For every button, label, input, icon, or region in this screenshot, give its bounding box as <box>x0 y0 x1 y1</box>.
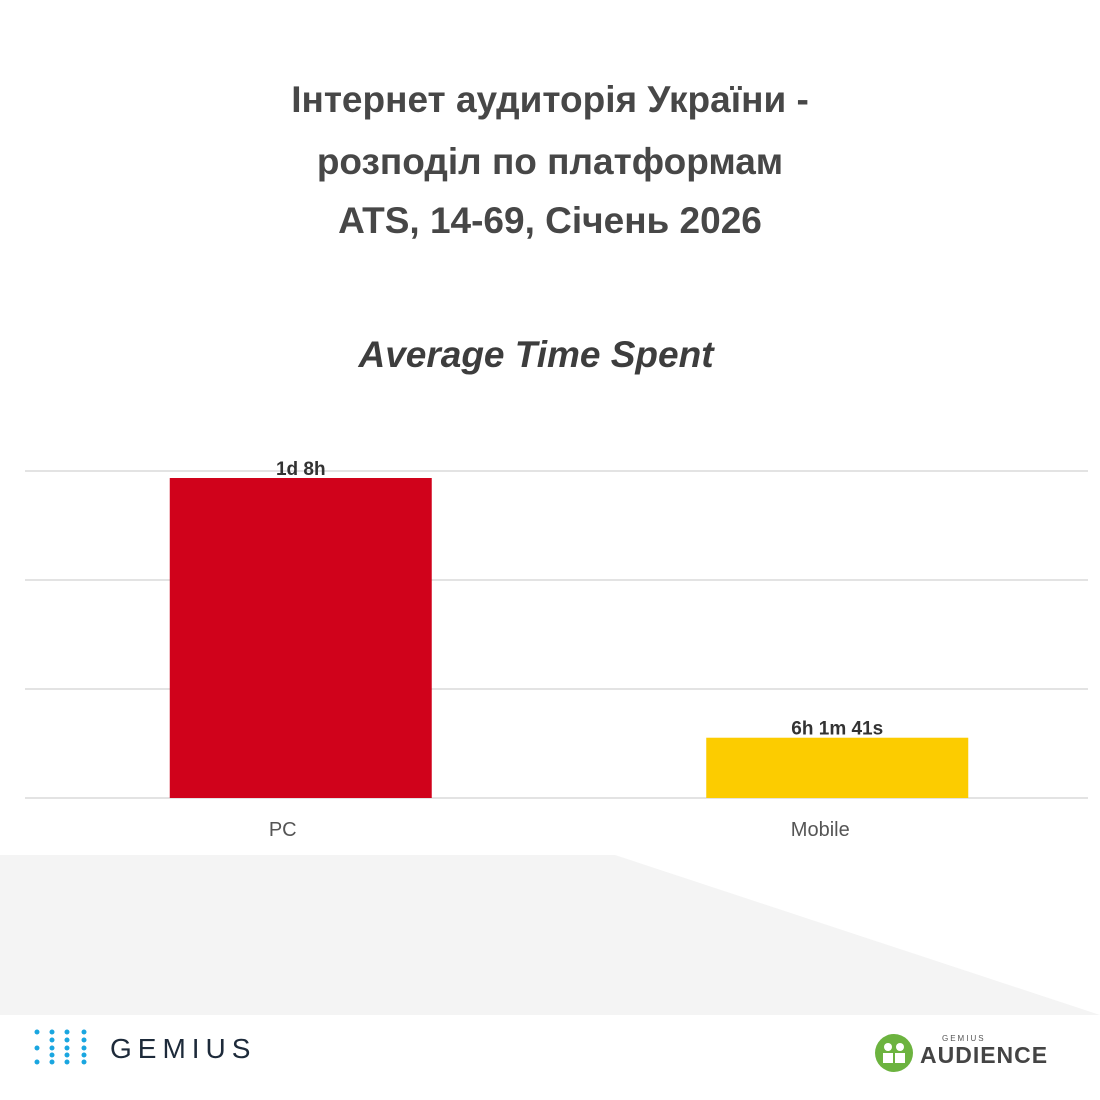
value-label: 6h 1m 41s <box>791 719 883 740</box>
chart-title: розподіл по платформам <box>317 141 783 182</box>
chart-title: ATS, 14-69, Січень 2026 <box>338 200 762 241</box>
backdrop-shape <box>0 855 1100 1015</box>
bar <box>169 478 432 798</box>
product-top: GEMIUS <box>942 1034 986 1043</box>
x-tick-label: Mobile <box>791 819 850 841</box>
product-name: AUDIENCE <box>920 1042 1048 1068</box>
gemius-logo: GEMIUS <box>34 1029 256 1065</box>
x-tick-label: PC <box>269 819 297 841</box>
audience-logo: GEMIUS AUDIENCE <box>875 1034 1048 1072</box>
chart-title: Інтернет аудиторія України - <box>291 79 809 120</box>
brand-name: GEMIUS <box>110 1033 256 1064</box>
value-label: 1d 8h <box>276 459 326 480</box>
chart-subtitle: Average Time Spent <box>357 334 715 375</box>
bar <box>706 737 969 798</box>
